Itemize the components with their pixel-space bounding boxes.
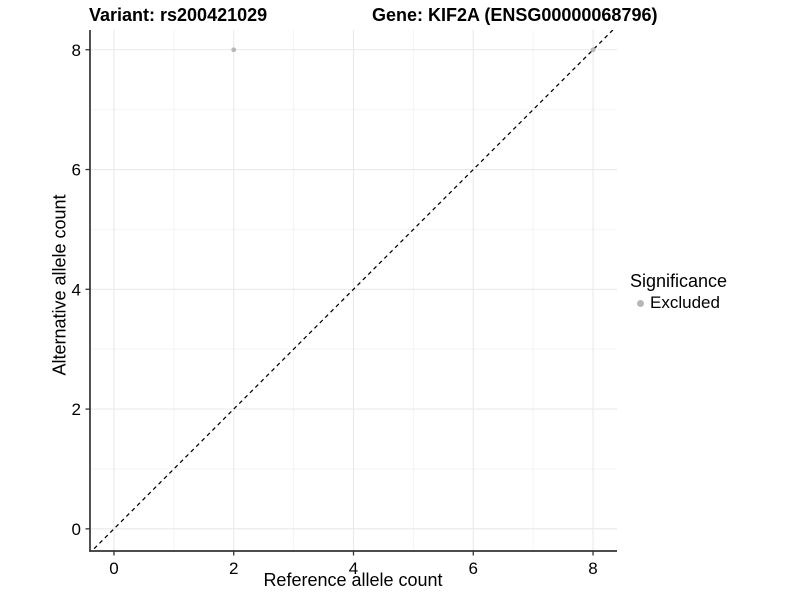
data-point (231, 47, 237, 53)
gene-title: Gene: KIF2A (ENSG00000068796) (372, 5, 658, 25)
legend-item-label: Excluded (650, 293, 720, 312)
variant-title: Variant: rs200421029 (89, 5, 268, 25)
y-tick-label: 4 (72, 280, 81, 299)
legend-title: Significance (630, 271, 728, 291)
identity-line (90, 30, 614, 551)
x-tick-label: 6 (469, 559, 478, 578)
y-tick-label: 0 (72, 520, 81, 539)
legend: Significance Excluded (630, 271, 727, 312)
y-tick-label: 2 (72, 400, 81, 419)
x-tick-label: 4 (349, 559, 358, 578)
y-tick-label: 8 (72, 41, 81, 60)
x-tick-label: 8 (588, 559, 597, 578)
legend-item: Excluded (630, 293, 727, 312)
legend-point-icon (637, 299, 644, 307)
y-axis-title: Alternative allele count (49, 194, 70, 376)
y-tick-label: 6 (72, 161, 81, 180)
x-tick-label: 2 (229, 559, 238, 578)
legend-items: Excluded (630, 293, 727, 312)
x-axis-title: Reference allele count (263, 570, 443, 590)
data-point (590, 47, 596, 53)
x-tick-label: 0 (109, 559, 118, 578)
